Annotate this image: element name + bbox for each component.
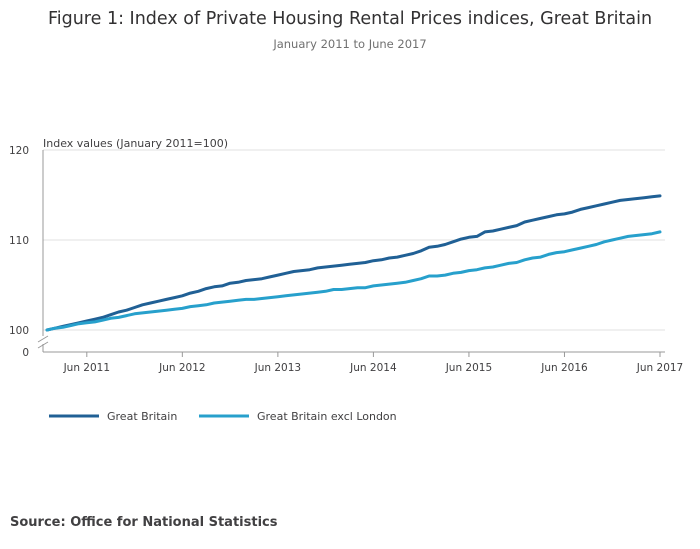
series-line-1 [45, 194, 662, 332]
x-tick-label: Jun 2011 [63, 362, 110, 374]
legend-label: Great Britain [107, 410, 177, 423]
axis-break-mark [37, 335, 49, 343]
chart-title: Figure 1: Index of Private Housing Renta… [48, 9, 652, 29]
y-tick-label: 120 [9, 145, 29, 157]
y-tick-labels: 120 110 100 0 [9, 145, 29, 359]
y-axis-label: Index values (January 2011=100) [43, 137, 228, 150]
x-tick-labels: Jun 2011 Jun 2012 Jun 2013 Jun 2014 Jun 2015… [63, 362, 684, 374]
x-tick-label: Jun 2016 [540, 362, 588, 374]
x-tick-label: Jun 2014 [349, 362, 397, 374]
legend: Great Britain Great Britain excl London [49, 410, 397, 423]
series-lines [45, 194, 662, 332]
x-tick-label: Jun 2015 [445, 362, 492, 374]
y-tick-label: 110 [9, 235, 29, 247]
source-note: Source: Office for National Statistics [10, 515, 278, 530]
gridlines [43, 149, 665, 331]
x-tick-label: Jun 2017 [636, 362, 683, 374]
axes [37, 150, 665, 357]
x-tick-label: Jun 2013 [254, 362, 301, 374]
axis-break-mark [37, 341, 49, 349]
x-tick-label: Jun 2012 [158, 362, 205, 374]
chart-subtitle: January 2011 to June 2017 [272, 37, 426, 51]
y-tick-label: 0 [22, 347, 29, 359]
y-tick-label: 100 [9, 325, 29, 337]
series-line-2 [45, 230, 662, 332]
legend-label: Great Britain excl London [257, 410, 397, 423]
